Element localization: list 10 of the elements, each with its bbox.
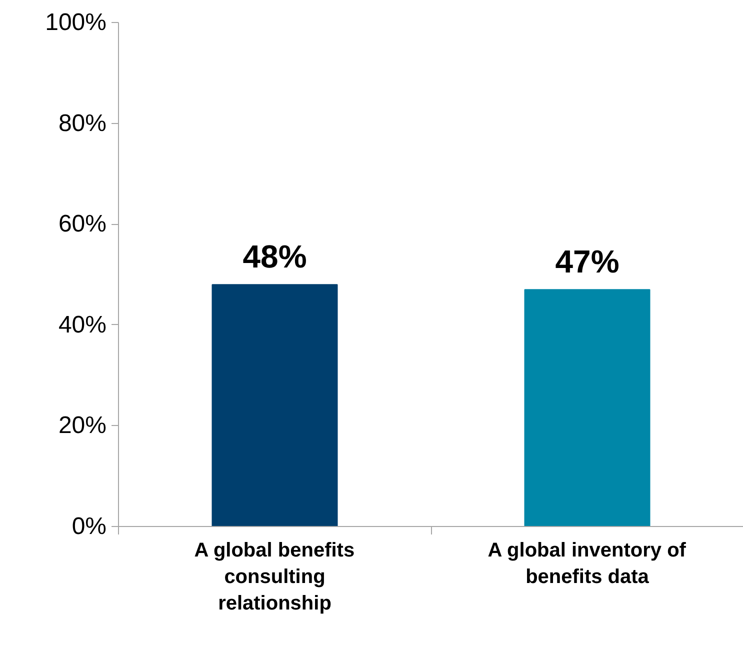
- y-tick-label: 0%: [72, 513, 106, 540]
- x-tick-label: A global benefits consulting relationship: [194, 540, 355, 614]
- y-tick-label: 100%: [45, 9, 107, 36]
- y-tick-label: 40%: [58, 311, 107, 338]
- y-tick-label: 80%: [58, 110, 107, 137]
- data-label: 47%: [555, 244, 620, 280]
- data-label: 48%: [242, 238, 307, 275]
- y-tick-label: 20%: [58, 412, 107, 440]
- x-tick-label: A global inventory of benefits data: [488, 540, 686, 588]
- y-tick-label: 60%: [58, 210, 107, 238]
